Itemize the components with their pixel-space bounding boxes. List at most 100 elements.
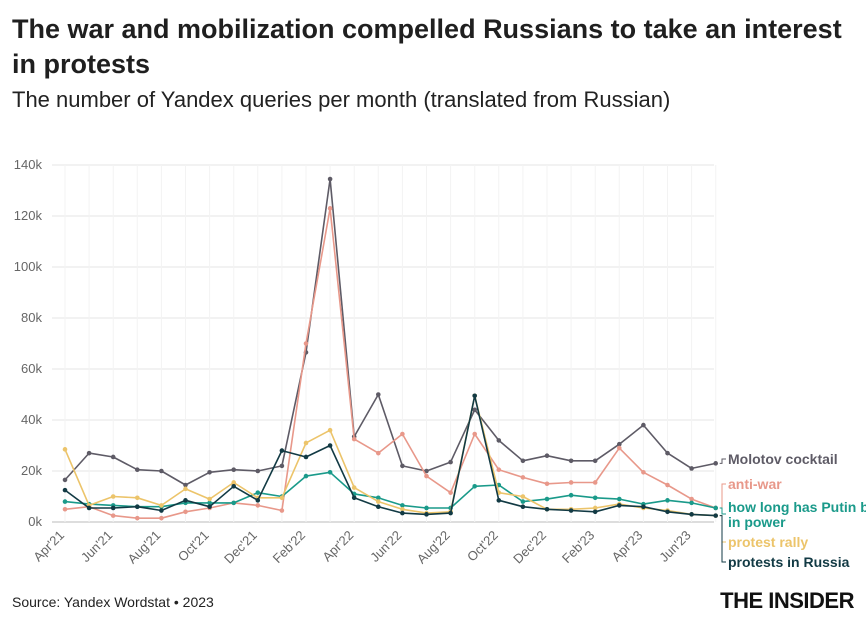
data-point — [207, 504, 212, 510]
series-line-protests-in-russia — [64, 394, 716, 517]
data-point — [376, 495, 381, 501]
legend-leader-line — [719, 507, 726, 515]
data-point — [665, 450, 670, 456]
data-point — [159, 508, 164, 513]
data-point — [400, 510, 405, 516]
data-point — [62, 477, 68, 483]
x-tick-label: Jun'23 — [656, 528, 693, 565]
data-point — [110, 494, 116, 499]
data-point — [376, 392, 381, 397]
data-point — [641, 504, 646, 510]
data-point — [376, 504, 381, 510]
legend-label: how long has Putin beenin power — [728, 499, 866, 530]
data-point — [713, 513, 718, 518]
y-tick-label: 60k — [21, 361, 42, 376]
data-point — [424, 473, 429, 479]
data-point — [62, 499, 68, 504]
data-point — [400, 503, 405, 508]
data-point — [568, 508, 574, 513]
data-point — [303, 473, 309, 479]
x-tick-label: Apr'21 — [30, 528, 67, 565]
data-point — [400, 431, 405, 437]
x-axis: Apr'21 Jun'21 Aug'21 Oct'21 Dec'21 Feb'22 Apr'… — [30, 528, 693, 567]
data-point — [544, 453, 550, 459]
data-point — [544, 496, 550, 502]
data-point — [86, 450, 92, 456]
data-point — [110, 505, 116, 511]
x-tick-label: Jun'21 — [78, 528, 115, 565]
data-point — [689, 496, 694, 502]
data-point — [568, 480, 574, 485]
data-point — [231, 467, 236, 473]
y-tick-label: 0k — [28, 514, 42, 529]
data-point — [617, 441, 622, 447]
y-tick-label: 40k — [21, 412, 42, 427]
data-point — [62, 487, 68, 493]
source-note: Source: Yandex Wordstat • 2023 — [12, 594, 214, 610]
data-point — [303, 454, 309, 460]
data-point — [279, 463, 285, 469]
data-point — [400, 463, 405, 469]
data-point — [159, 503, 164, 508]
data-point — [303, 440, 309, 446]
data-point — [665, 509, 670, 515]
data-point — [641, 469, 646, 475]
series-line-anti-war — [64, 207, 716, 520]
data-point — [424, 468, 429, 474]
data-point — [472, 484, 478, 489]
data-point — [376, 450, 381, 456]
data-point — [327, 427, 333, 433]
data-point — [231, 480, 236, 485]
data-point — [592, 509, 598, 515]
legend-label: Molotov cocktail — [728, 451, 838, 467]
data-point — [472, 431, 478, 437]
data-point — [617, 496, 622, 502]
data-point — [424, 512, 429, 517]
data-point — [327, 176, 333, 182]
x-tick-label: Aug'21 — [125, 528, 164, 567]
data-point — [496, 498, 502, 503]
grid-lines — [52, 164, 717, 523]
data-point — [159, 468, 164, 474]
data-point — [689, 500, 694, 506]
x-tick-label: Dec'21 — [221, 528, 260, 567]
x-tick-label: Jun'22 — [367, 528, 404, 565]
series-line-protest-rally — [64, 394, 716, 517]
data-point — [135, 515, 140, 521]
data-point — [544, 481, 550, 487]
x-tick-label: Aug'22 — [414, 528, 453, 567]
data-point — [62, 447, 68, 452]
data-point — [255, 468, 261, 474]
data-point — [303, 341, 309, 346]
data-point — [713, 461, 718, 466]
data-point — [448, 490, 453, 495]
legend-label: protests in Russia — [728, 554, 850, 570]
data-point — [110, 513, 116, 518]
data-point — [689, 466, 694, 471]
data-point — [689, 512, 694, 517]
data-point — [279, 495, 285, 501]
data-point — [62, 506, 68, 512]
data-point — [86, 505, 92, 511]
data-point — [665, 482, 670, 488]
data-point — [376, 499, 381, 504]
chart-subtitle: The number of Yandex queries per month (… — [12, 87, 671, 112]
data-point — [351, 495, 357, 501]
data-point — [448, 510, 453, 516]
data-point — [400, 506, 405, 512]
x-tick-label: Feb'22 — [270, 528, 308, 566]
chart-title: The war and mobilization compelled Russi… — [12, 14, 842, 79]
data-point — [592, 458, 598, 464]
x-tick-label: Feb'23 — [559, 528, 597, 566]
data-point — [327, 206, 333, 211]
data-point — [231, 484, 236, 489]
legend-leader-line — [719, 515, 726, 563]
data-point — [207, 496, 212, 502]
data-point — [135, 467, 140, 473]
data-point — [496, 438, 502, 443]
data-point — [207, 469, 212, 475]
data-point — [135, 495, 140, 501]
data-point — [327, 469, 333, 475]
data-point — [135, 504, 140, 510]
